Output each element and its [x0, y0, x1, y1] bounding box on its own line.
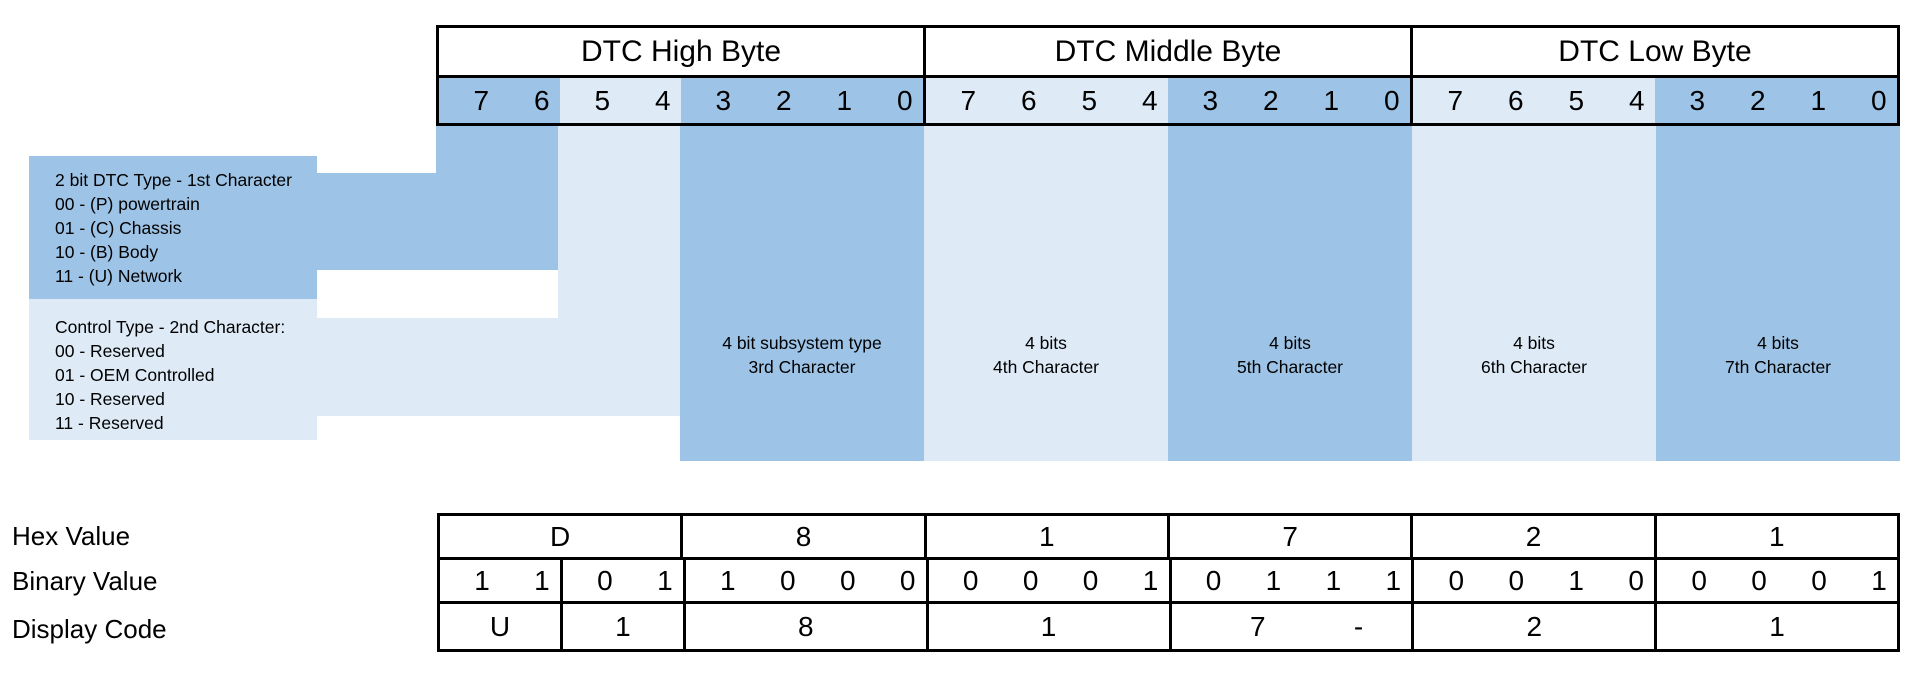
hex-cell: D	[550, 520, 571, 552]
high-byte-section: DTC High Byte 7 6 5 4 3 2 1 0	[439, 28, 923, 123]
hex-cell: 8	[680, 516, 923, 557]
display-cell: 1	[559, 604, 683, 649]
bit-cell: 2	[1228, 78, 1289, 123]
column-5th-character: 4 bits 5th Character	[1168, 126, 1412, 461]
legend-line: 2 bit DTC Type - 1st Character	[55, 170, 292, 190]
bit-cell: 6	[1473, 78, 1534, 123]
column-4th-character: 4 bits 4th Character	[924, 126, 1168, 461]
bit-cell: 5	[560, 78, 621, 123]
bit-cell: 2	[741, 78, 802, 123]
display-code-dash: -	[1353, 610, 1364, 642]
control-type-connector-band	[317, 318, 558, 416]
legend-line: 01 - (C) Chassis	[55, 218, 182, 238]
display-cell: 8	[682, 604, 926, 649]
bit-cell: 7	[926, 78, 987, 123]
bit-cell: 1	[802, 78, 863, 123]
column-6th-character: 4 bits 6th Character	[1412, 126, 1656, 461]
bit-cell: 3	[681, 78, 742, 123]
bit-cell: 0	[862, 78, 923, 123]
bit-cell: 5	[1534, 78, 1595, 123]
legend-dtc-type: 2 bit DTC Type - 1st Character 00 - (P) …	[29, 156, 317, 299]
bit-cell: 4	[620, 78, 681, 123]
legend-line: 00 - Reserved	[55, 341, 165, 361]
binary-value-label: Binary Value	[12, 566, 158, 596]
legend-control-type: Control Type - 2nd Character: 00 - Reser…	[29, 299, 317, 440]
column-label: 4 bits 6th Character	[1480, 333, 1588, 377]
hex-value-label: Hex Value	[12, 521, 131, 551]
column-subsystem-type: 4 bit subsystem type 3rd Character	[680, 126, 924, 461]
bit-cell: 1	[1776, 78, 1837, 123]
bit-cell: 4	[1594, 78, 1655, 123]
display-cell: 2	[1411, 604, 1654, 649]
middle-byte-bit-row: 7 6 5 4 3 2 1 0	[926, 78, 1410, 123]
column-label: 4 bits 5th Character	[1236, 333, 1344, 377]
bit-cell: 7	[439, 78, 500, 123]
hex-cell: 1	[1653, 516, 1897, 557]
low-byte-section: DTC Low Byte 7 6 5 4 3 2 1 0	[1410, 28, 1897, 123]
legend-line: 10 - Reserved	[55, 389, 165, 409]
bit-cell: 6	[986, 78, 1047, 123]
display-cell: 1	[925, 604, 1169, 649]
byte-table: DTC High Byte 7 6 5 4 3 2 1 0 DTC Middle…	[436, 25, 1900, 126]
bit-cell: 3	[1168, 78, 1229, 123]
low-byte-bit-row: 7 6 5 4 3 2 1 0	[1413, 78, 1897, 123]
display-code-row: U 1 8 1 7 - 2 1	[440, 601, 1897, 649]
bit-cell: 7	[1413, 78, 1474, 123]
hex-cell: 1	[923, 516, 1167, 557]
column-label: 4 bit subsystem type 3rd Character	[722, 333, 882, 377]
hex-cell: 7	[1166, 516, 1410, 557]
legend-line: Control Type - 2nd Character:	[55, 317, 286, 337]
hex-value-row: D 8 1 7 2 1	[440, 516, 1897, 557]
display-code-label: Display Code	[12, 614, 167, 644]
high-byte-header: DTC High Byte	[439, 28, 923, 78]
column-dtc-type-bits	[436, 126, 558, 270]
bit-cell: 6	[499, 78, 560, 123]
low-byte-header: DTC Low Byte	[1413, 28, 1897, 78]
column-label: 4 bits 7th Character	[1724, 333, 1832, 377]
column-7th-character: 4 bits 7th Character	[1656, 126, 1900, 461]
legend-line: 10 - (B) Body	[55, 242, 159, 262]
column-control-type-bits	[558, 126, 680, 416]
hex-cell: 2	[1410, 516, 1653, 557]
bit-cell: 5	[1047, 78, 1108, 123]
bit-cell: 0	[1836, 78, 1897, 123]
middle-byte-header: DTC Middle Byte	[926, 28, 1410, 78]
middle-byte-section: DTC Middle Byte 7 6 5 4 3 2 1 0	[923, 28, 1410, 123]
display-cell: 7 -	[1168, 604, 1412, 649]
legend-line: 01 - OEM Controlled	[55, 365, 215, 385]
dtc-type-connector-band	[317, 173, 436, 270]
legend-line: 11 - (U) Network	[55, 266, 183, 286]
legend-line: 00 - (P) powertrain	[55, 194, 200, 214]
high-byte-bit-row: 7 6 5 4 3 2 1 0	[439, 78, 923, 123]
bit-cell: 3	[1655, 78, 1716, 123]
legend-line: 11 - Reserved	[55, 413, 164, 433]
display-cell: 1	[1654, 604, 1897, 649]
bit-cell: 0	[1349, 78, 1410, 123]
bit-cell: 4	[1107, 78, 1168, 123]
bit-cell: 2	[1715, 78, 1776, 123]
column-label: 4 bits 4th Character	[992, 333, 1100, 377]
bit-cell: 1	[1289, 78, 1350, 123]
display-cell: U	[489, 610, 511, 642]
